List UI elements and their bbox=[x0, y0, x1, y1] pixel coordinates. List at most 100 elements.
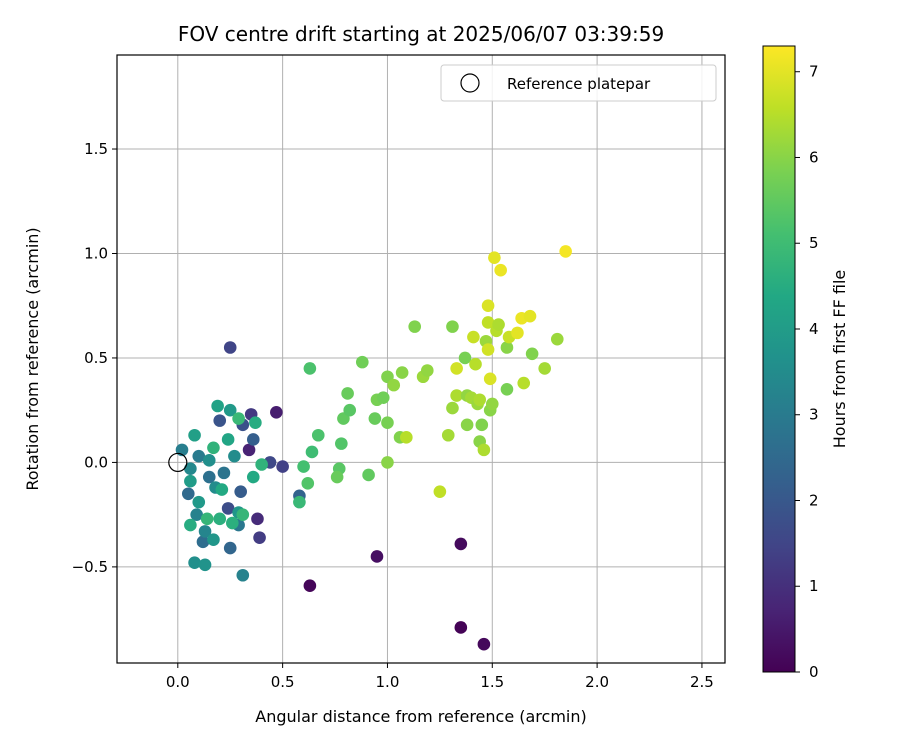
scatter-point bbox=[311, 428, 325, 442]
scatter-point bbox=[213, 414, 227, 427]
scatter-point bbox=[200, 512, 214, 526]
scatter-point bbox=[251, 512, 264, 526]
scatter-point bbox=[202, 454, 216, 467]
colorbar-tick-label: 6 bbox=[809, 148, 819, 166]
x-tick-label: 0.5 bbox=[271, 673, 295, 691]
scatter-point bbox=[525, 347, 539, 361]
scatter-point bbox=[450, 362, 463, 375]
colorbar-tick-label: 2 bbox=[809, 491, 819, 509]
scatter-point bbox=[207, 533, 220, 547]
scatter-point bbox=[408, 320, 422, 333]
scatter-point bbox=[454, 621, 468, 634]
scatter-point bbox=[460, 418, 474, 432]
scatter-point bbox=[242, 443, 256, 457]
scatter-point bbox=[253, 531, 266, 544]
scatter-point bbox=[249, 416, 262, 430]
x-tick-label: 2.5 bbox=[690, 673, 714, 691]
scatter-point bbox=[477, 443, 491, 457]
colorbar-ticks: 0 1 2 3 4 5 6 7 bbox=[795, 63, 819, 681]
scatter-point bbox=[303, 362, 317, 375]
scatter-point bbox=[221, 433, 235, 446]
scatter-point bbox=[301, 477, 315, 490]
scatter-points bbox=[175, 245, 572, 651]
scatter-point bbox=[469, 357, 482, 371]
scatter-point bbox=[420, 364, 434, 377]
scatter-point bbox=[293, 495, 306, 509]
scatter-point bbox=[381, 456, 394, 469]
scatter-point bbox=[181, 487, 195, 501]
scatter-point bbox=[481, 343, 495, 356]
scatter-point bbox=[494, 263, 507, 277]
colorbar-label: Hours from first FF file bbox=[830, 270, 849, 449]
scatter-point bbox=[246, 470, 260, 484]
x-axis-label: Angular distance from reference (arcmin) bbox=[255, 707, 586, 726]
legend-box bbox=[440, 64, 717, 102]
plot-frame bbox=[116, 54, 726, 664]
scatter-point bbox=[395, 366, 409, 379]
scatter-point bbox=[211, 399, 224, 413]
x-axis-ticks: 0.0 0.5 1.0 1.5 2.0 2.5 bbox=[166, 663, 714, 691]
scatter-point bbox=[481, 299, 495, 313]
scatter-point bbox=[276, 460, 289, 473]
scatter-point bbox=[376, 391, 390, 404]
legend-entry-reference-platepar: Reference platepar bbox=[507, 75, 651, 93]
y-tick-label: 0.0 bbox=[84, 453, 108, 471]
scatter-point bbox=[213, 512, 227, 526]
scatter-point bbox=[232, 412, 245, 425]
y-tick-label: 0.5 bbox=[84, 349, 108, 367]
colorbar-tick-label: 1 bbox=[809, 577, 819, 595]
scatter-point bbox=[458, 351, 472, 365]
scatter-point bbox=[223, 541, 237, 555]
scatter-point bbox=[550, 332, 564, 346]
scatter-point bbox=[246, 433, 260, 446]
y-axis-label: Rotation from reference (arcmin) bbox=[23, 227, 42, 490]
scatter-point bbox=[368, 412, 382, 425]
scatter-point bbox=[381, 416, 394, 430]
scatter-point bbox=[226, 516, 239, 530]
scatter-point bbox=[485, 397, 499, 411]
scatter-point bbox=[192, 495, 206, 509]
scatter-point bbox=[511, 326, 524, 340]
scatter-point bbox=[355, 355, 369, 369]
scatter-point bbox=[255, 458, 268, 471]
scatter-point bbox=[517, 376, 531, 390]
scatter-point bbox=[433, 485, 447, 498]
colorbar-tick-label: 4 bbox=[809, 320, 819, 338]
scatter-point bbox=[223, 341, 237, 354]
scatter-point bbox=[305, 445, 319, 459]
scatter-point bbox=[475, 418, 489, 432]
scatter-point bbox=[370, 550, 384, 563]
scatter-point bbox=[343, 403, 357, 417]
grid bbox=[117, 55, 725, 663]
x-tick-label: 1.5 bbox=[480, 673, 504, 691]
scatter-point bbox=[483, 372, 497, 386]
scatter-point bbox=[207, 441, 220, 455]
scatter-point bbox=[330, 470, 344, 484]
scatter-point bbox=[234, 485, 247, 498]
scatter-point bbox=[184, 462, 197, 475]
legend-reference-marker bbox=[460, 73, 480, 93]
scatter-point bbox=[192, 449, 206, 463]
x-tick-label: 1.0 bbox=[376, 673, 400, 691]
scatter-point bbox=[450, 389, 463, 402]
scatter-point bbox=[202, 470, 216, 484]
scatter-point bbox=[500, 382, 514, 396]
scatter-point bbox=[446, 320, 459, 333]
colorbar-gradient bbox=[762, 45, 796, 673]
scatter-point bbox=[221, 502, 235, 515]
y-tick-label: −0.5 bbox=[72, 558, 108, 576]
scatter-point bbox=[190, 508, 203, 521]
colorbar-tick-label: 5 bbox=[809, 234, 819, 252]
x-tick-label: 0.0 bbox=[166, 673, 190, 691]
scatter-point bbox=[454, 537, 468, 551]
scatter-point bbox=[400, 431, 413, 444]
scatter-point bbox=[184, 474, 197, 488]
scatter-point bbox=[217, 466, 231, 480]
scatter-point bbox=[270, 405, 283, 419]
scatter-point bbox=[481, 316, 495, 329]
scatter-point bbox=[188, 556, 201, 570]
x-tick-label: 2.0 bbox=[585, 673, 609, 691]
reference-platepar-marker bbox=[168, 452, 188, 473]
scatter-point bbox=[538, 362, 551, 375]
